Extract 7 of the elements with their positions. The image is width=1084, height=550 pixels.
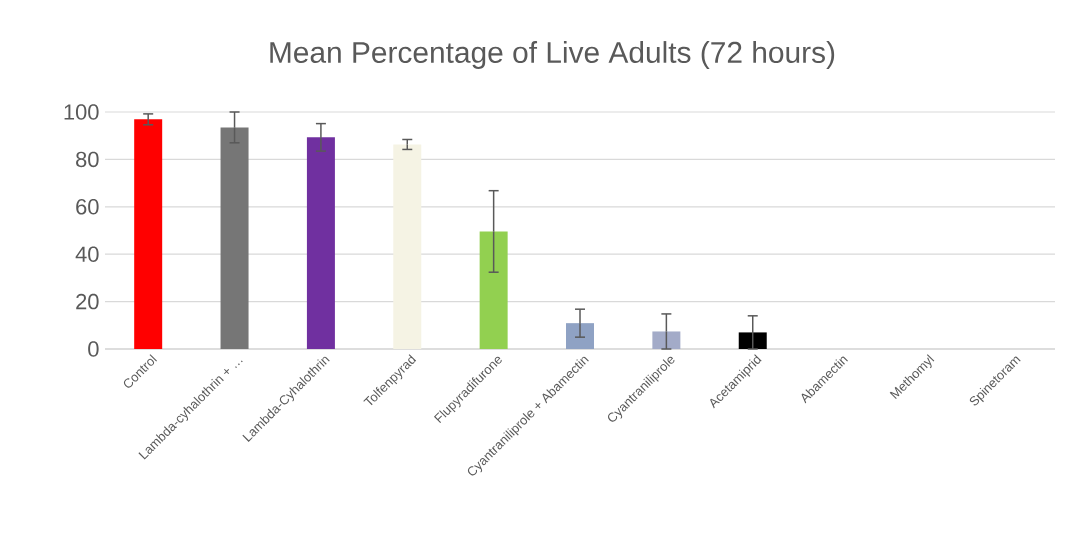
y-tick-label: 0 <box>88 341 99 357</box>
y-tick-label: 80 <box>76 151 99 168</box>
y-tick-label: 100 <box>64 104 99 120</box>
y-tick-label: 40 <box>75 246 99 262</box>
y-tick-label: 20 <box>76 293 99 310</box>
chart-title: Mean Percentage of Live Adults (72 hours) <box>270 41 835 69</box>
y-tick-label: 60 <box>76 199 99 215</box>
